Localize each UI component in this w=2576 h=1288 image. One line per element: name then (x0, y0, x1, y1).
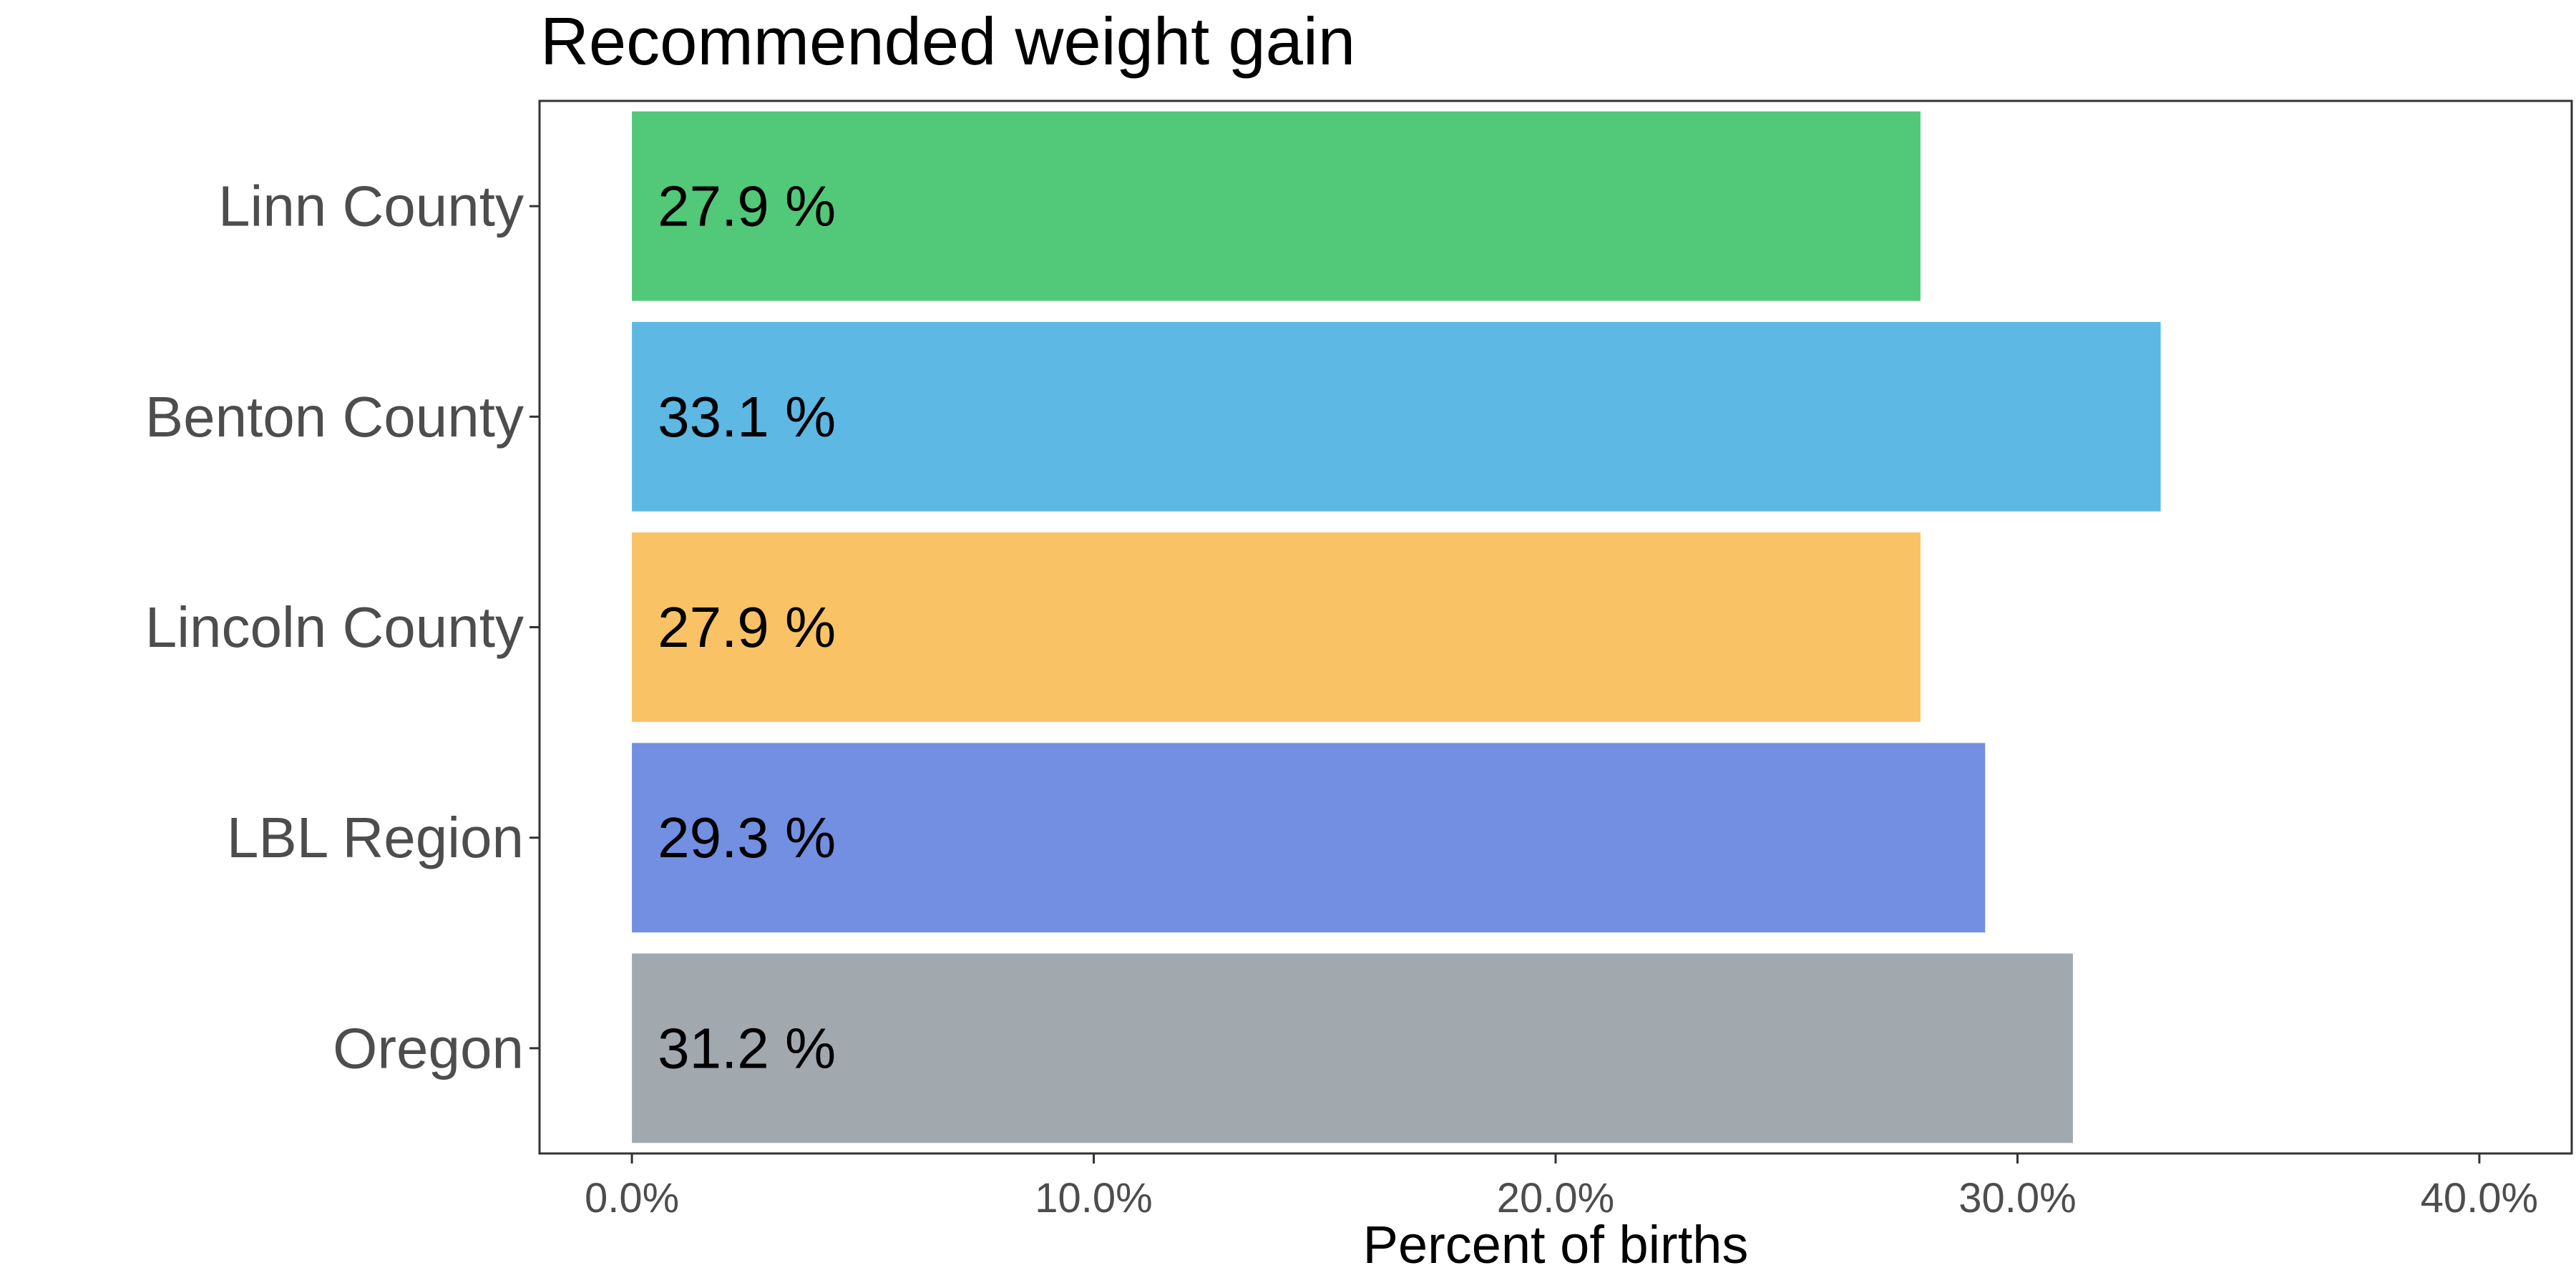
y-tick-label: LBL Region (227, 806, 524, 869)
data-label: 27.9 % (658, 595, 836, 659)
x-tick-label: 40.0% (2421, 1175, 2538, 1221)
bar-lbl-region (632, 743, 1986, 933)
bar-benton-county (632, 321, 2161, 512)
bars-layer: 27.9 % 33.1 % 27.9 % 29.3 % 31.2 % (632, 111, 2161, 1143)
x-tick-label: 30.0% (1958, 1175, 2076, 1221)
y-tick-label: Lincoln County (145, 595, 524, 659)
x-tick-label: 20.0% (1497, 1175, 1614, 1221)
x-axis-title: Percent of births (1363, 1215, 1749, 1274)
data-label: 27.9 % (658, 175, 836, 238)
x-tick-label: 0.0% (585, 1175, 679, 1221)
x-axis: 0.0% 10.0% 20.0% 30.0% 40.0% (585, 1153, 2538, 1221)
data-label: 33.1 % (658, 385, 836, 449)
y-tick-label: Linn County (218, 175, 524, 238)
bar-linn-county (632, 111, 1921, 301)
data-label: 31.2 % (658, 1016, 836, 1080)
chart-title: Recommended weight gain (540, 4, 1355, 79)
bar-lincoln-county (632, 532, 1921, 722)
x-tick-label: 10.0% (1035, 1175, 1152, 1221)
data-label: 29.3 % (658, 806, 836, 869)
y-tick-label: Benton County (145, 385, 524, 449)
y-axis: Linn County Benton County Lincoln County LB… (145, 175, 540, 1080)
bar-oregon (632, 953, 2073, 1143)
y-tick-label: Oregon (333, 1016, 524, 1080)
